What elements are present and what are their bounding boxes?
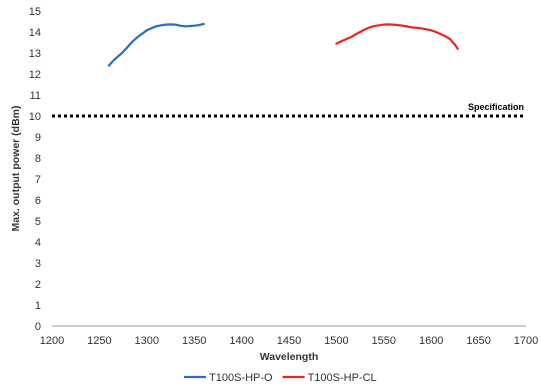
- y-tick-label: 13: [29, 48, 41, 60]
- x-tick-label: 1300: [135, 335, 159, 347]
- series-line-2: [335, 23, 459, 50]
- series-line-1: [107, 22, 205, 67]
- x-axis-title: Wavelength: [260, 351, 319, 363]
- y-tick-label: 8: [35, 153, 41, 165]
- series-lines: [107, 22, 459, 67]
- y-tick-label: 7: [35, 174, 41, 186]
- y-tick-label: 3: [35, 258, 41, 270]
- x-tick-label: 1450: [277, 335, 301, 347]
- y-tick-label: 2: [35, 279, 41, 291]
- y-axis-title: Max. output power (dBm): [10, 106, 22, 232]
- y-tick-label: 14: [29, 27, 41, 39]
- legend: T100S-HP-O T100S-HP-CL: [184, 372, 377, 384]
- y-tick-label: 4: [35, 237, 41, 249]
- x-tick-label: 1350: [182, 335, 206, 347]
- y-tick-label: 0: [35, 321, 41, 333]
- specification-reference-line: Specification: [52, 102, 526, 118]
- y-tick-label: 9: [35, 132, 41, 144]
- y-tick-label: 11: [30, 90, 41, 102]
- y-tick-label: 12: [29, 69, 41, 81]
- x-tick-label: 1500: [324, 335, 348, 347]
- specification-label: Specification: [468, 102, 524, 112]
- x-tick-label: 1550: [372, 335, 396, 347]
- y-tick-label: 10: [29, 111, 41, 123]
- x-tick-label: 1650: [466, 335, 490, 347]
- x-tick-label: 1200: [40, 335, 64, 347]
- x-tick-label: 1600: [419, 335, 443, 347]
- y-tick-label: 15: [29, 6, 41, 18]
- x-tick-label: 1700: [514, 335, 538, 347]
- legend-label: T100S-HP-CL: [308, 372, 377, 384]
- x-tick-label: 1250: [87, 335, 111, 347]
- x-axis-ticks: 1200 1250 1300 1350 1400 1450 1500 1550 1600 1650…: [40, 335, 538, 347]
- x-tick-label: 1400: [229, 335, 253, 347]
- y-tick-label: 6: [35, 195, 41, 207]
- legend-label: T100S-HP-O: [209, 372, 273, 384]
- y-tick-label: 5: [35, 216, 41, 228]
- y-tick-label: 1: [35, 300, 41, 312]
